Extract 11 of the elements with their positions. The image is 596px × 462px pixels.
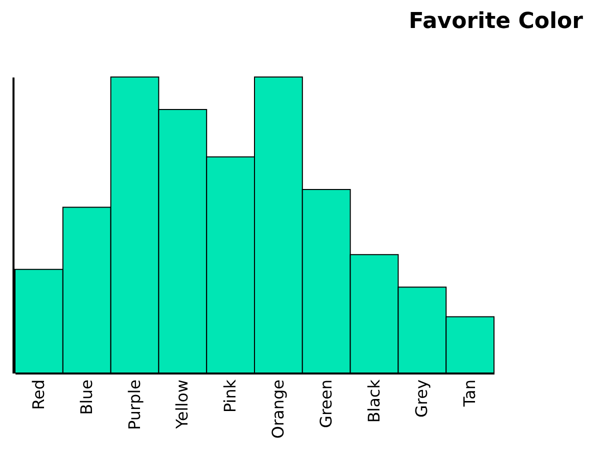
x-tick-label: Red <box>28 380 48 410</box>
x-tick-label: Pink <box>220 378 240 413</box>
x-tick-label: Blue <box>76 380 96 415</box>
x-tick-label: Yellow <box>172 380 192 430</box>
x-tick-label: Tan <box>460 380 480 408</box>
chart-title: Favorite Color <box>408 9 584 34</box>
x-tick-label: Grey <box>412 380 432 418</box>
x-tick-label: Green <box>316 380 336 428</box>
x-tick-label: Purple <box>124 380 144 430</box>
x-tick-label: Black <box>364 378 384 423</box>
x-tick-label: Orange <box>268 380 288 439</box>
